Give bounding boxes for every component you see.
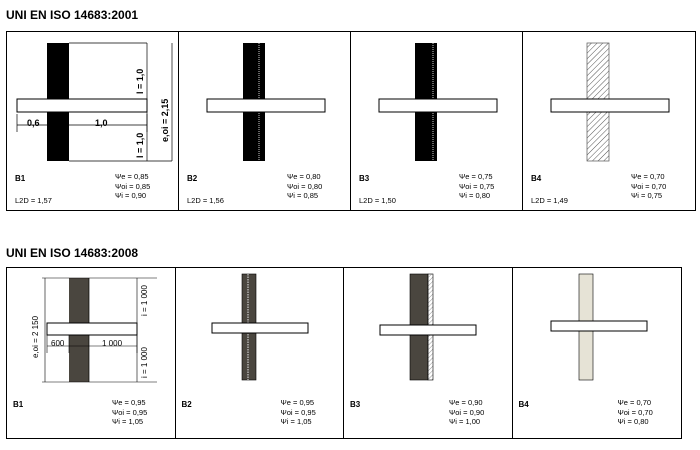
dim-total: e,oi = 2,15	[160, 98, 170, 142]
l2d-value: L2D = 1,49	[531, 196, 568, 205]
cell-b1-2008: 600 1 000 i = 1 000 i = 1 000 e,oi = 2 1…	[7, 268, 176, 438]
cell-b4-2008: B4 Ψe = 0,70 Ψoi = 0,70 Ψi = 0,80	[513, 268, 682, 438]
cell-b3-2008: B3 Ψe = 0,90 Ψoi = 0,90 Ψi = 1,00	[344, 268, 513, 438]
cell-label: B4	[531, 174, 542, 183]
section-title-2001: UNI EN ISO 14683:2001	[6, 8, 139, 22]
l2d-value: L2D = 1,56	[187, 196, 224, 205]
psi-values: Ψe = 0,75 Ψoi = 0,75 Ψi = 0,80	[459, 172, 495, 200]
cell-label: B4	[518, 400, 529, 409]
cell-b4-2001: B4 L2D = 1,49 Ψe = 0,70 Ψoi = 0,70 Ψi = …	[523, 32, 695, 210]
dim-bottom: i = 1 000	[140, 347, 149, 378]
cell-b3-2001: B3 L2D = 1,50 Ψe = 0,75 Ψoi = 0,75 Ψi = …	[351, 32, 523, 210]
b3-2008-drawing	[379, 273, 477, 381]
cell-label: B3	[359, 174, 370, 183]
dim-left: 0,6	[27, 118, 40, 128]
diagram-row-2008: 600 1 000 i = 1 000 i = 1 000 e,oi = 2 1…	[6, 267, 682, 439]
dim-top: i = 1 000	[140, 285, 149, 316]
cell-b2-2008: B2 Ψe = 0,95 Ψoi = 0,95 Ψi = 1,05	[176, 268, 344, 438]
l2d-value: L2D = 1,57	[15, 196, 52, 205]
cell-label: B1	[15, 174, 26, 183]
b1-2008-drawing	[42, 277, 157, 383]
section-title-2008: UNI EN ISO 14683:2008	[6, 246, 139, 260]
cell-label: B2	[181, 400, 192, 409]
dim-total: e,oi = 2 150	[31, 315, 40, 358]
b1-2001-drawing	[16, 42, 173, 162]
b4-2001-drawing	[550, 42, 670, 162]
dim-right: 1 000	[102, 339, 123, 348]
cell-label: B1	[13, 400, 24, 409]
psi-values: Ψe = 0,70 Ψoi = 0,70 Ψi = 0,80	[617, 398, 653, 426]
cell-label: B2	[187, 174, 198, 183]
dim-left: 600	[51, 339, 65, 348]
cell-b1-2001: 0,6 1,0 l = 1,0 l = 1,0 e,oi = 2,15 B1 L…	[7, 32, 179, 210]
dim-top: l = 1,0	[135, 68, 145, 94]
psi-values: Ψe = 0,70 Ψoi = 0,70 Ψi = 0,75	[631, 172, 667, 200]
b2-2008-drawing	[211, 273, 308, 381]
psi-values: Ψe = 0,80 Ψoi = 0,80 Ψi = 0,85	[287, 172, 323, 200]
b2-2001-drawing	[206, 43, 326, 161]
psi-values: Ψe = 0,95 Ψoi = 0,95 Ψi = 1,05	[112, 398, 148, 426]
cell-b2-2001: B2 L2D = 1,56 Ψe = 0,80 Ψoi = 0,80 Ψi = …	[179, 32, 351, 210]
psi-values: Ψe = 0,95 Ψoi = 0,95 Ψi = 1,05	[280, 398, 316, 426]
cell-label: B3	[350, 400, 361, 409]
psi-values: Ψe = 0,85 Ψoi = 0,85 Ψi = 0,90	[115, 172, 151, 200]
b3-2001-drawing	[378, 43, 498, 161]
diagram-row-2001: 0,6 1,0 l = 1,0 l = 1,0 e,oi = 2,15 B1 L…	[6, 31, 696, 211]
b4-2008-drawing	[550, 273, 647, 381]
dim-right: 1,0	[95, 118, 108, 128]
psi-values: Ψe = 0,90 Ψoi = 0,90 Ψi = 1,00	[449, 398, 485, 426]
l2d-value: L2D = 1,50	[359, 196, 396, 205]
dim-bottom: l = 1,0	[135, 132, 145, 158]
